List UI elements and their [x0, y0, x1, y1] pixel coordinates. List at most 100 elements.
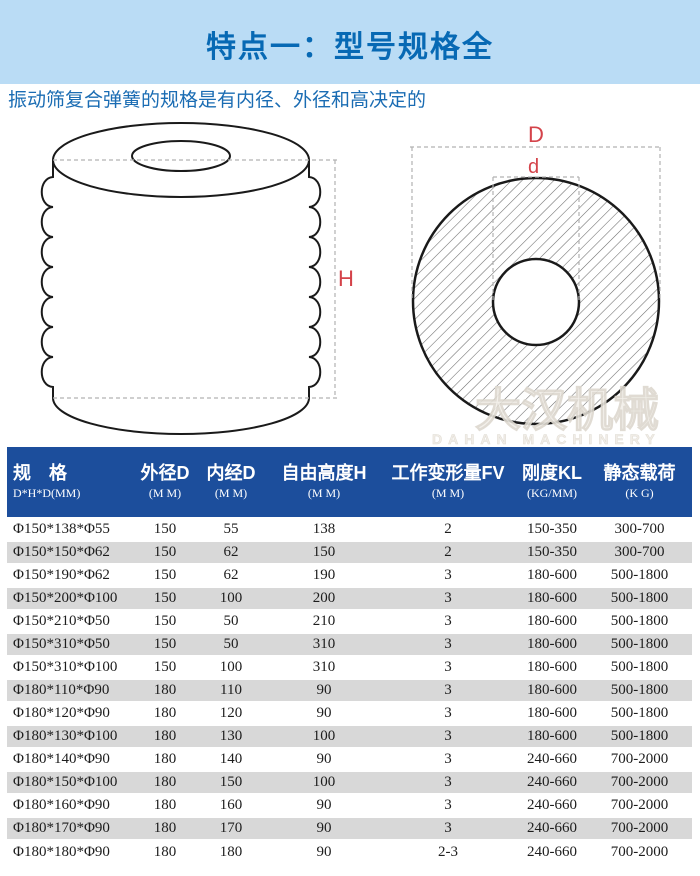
table-cell: 180: [193, 839, 269, 863]
table-cell: 700-2000: [587, 747, 692, 771]
table-cell: 200: [269, 586, 379, 610]
column-header-6: 静态载荷 (K G): [587, 447, 692, 518]
table-cell: 500-1800: [587, 678, 692, 702]
table-cell: 180-600: [517, 701, 587, 725]
table-cell: 3: [379, 586, 517, 610]
table-cell: 2: [379, 540, 517, 564]
table-cell: 500-1800: [587, 701, 692, 725]
table-cell: 100: [193, 655, 269, 679]
table-cell: 130: [193, 724, 269, 748]
table-cell: 100: [269, 724, 379, 748]
table-cell: 500-1800: [587, 632, 692, 656]
column-unit: (M M): [148, 486, 182, 501]
banner-title: 特点一：型号规格全: [206, 31, 494, 64]
table-cell: Φ180*130*Φ100: [7, 724, 137, 748]
column-unit: (M M): [214, 486, 248, 501]
table-row: Φ150*310*Φ50 150 50 310 3 180-600 500-1800: [7, 632, 692, 656]
column-label: 刚度KL: [522, 462, 582, 483]
table-cell: 90: [269, 816, 379, 840]
table-cell: 500-1800: [587, 586, 692, 610]
table-cell: 2-3: [379, 839, 517, 863]
table-cell: 300-700: [587, 540, 692, 564]
table-cell: Φ150*200*Φ100: [7, 586, 137, 610]
table-row: Φ180*130*Φ100 180 130 100 3 180-600 500-1800: [7, 724, 692, 748]
table-cell: 180-600: [517, 609, 587, 633]
table-cell: 150: [137, 632, 193, 656]
table-cell: 100: [269, 770, 379, 794]
table-cell: 240-660: [517, 770, 587, 794]
table-cell: 90: [269, 839, 379, 863]
table-row: Φ150*210*Φ50 150 50 210 3 180-600 500-1800: [7, 609, 692, 633]
table-cell: 160: [193, 793, 269, 817]
table-cell: 55: [193, 517, 269, 541]
column-header-5: 刚度KL (KG/MM): [517, 447, 587, 518]
table-row: Φ150*200*Φ100 150 100 200 3 180-600 500-1800: [7, 586, 692, 610]
table-cell: 700-2000: [587, 793, 692, 817]
table-cell: 500-1800: [587, 655, 692, 679]
column-label: 工作变形量FV: [391, 462, 505, 483]
table-cell: Φ180*150*Φ100: [7, 770, 137, 794]
height-dimension-label: H: [338, 266, 354, 291]
table-cell: 170: [193, 816, 269, 840]
column-unit: D*H*D(MM): [13, 486, 81, 501]
table-cell: 700-2000: [587, 770, 692, 794]
table-cell: 50: [193, 632, 269, 656]
table-cell: 180-600: [517, 724, 587, 748]
table-cell: 3: [379, 609, 517, 633]
table-cell: 90: [269, 701, 379, 725]
watermark-cn: 大汉机械: [475, 384, 659, 436]
table-cell: 700-2000: [587, 816, 692, 840]
feature-banner: 特点一：型号规格全: [0, 0, 700, 84]
table-cell: 150: [193, 770, 269, 794]
table-cell: 3: [379, 816, 517, 840]
column-header-3: 自由高度H (M M): [269, 447, 379, 518]
outer-diameter-label: D: [528, 122, 544, 147]
table-cell: 180: [137, 839, 193, 863]
table-cell: 240-660: [517, 816, 587, 840]
table-cell: Φ150*138*Φ55: [7, 517, 137, 541]
column-label: 外径D: [140, 462, 190, 483]
spec-table-header: 规 格 D*H*D(MM) 外径D (M M) 内经D (M M) 自由高度H (M M) 工作…: [7, 447, 692, 518]
column-header-1: 外径D (M M): [137, 447, 193, 518]
table-cell: 3: [379, 563, 517, 587]
table-cell: 150-350: [517, 540, 587, 564]
table-cell: 500-1800: [587, 609, 692, 633]
column-unit: (M M): [307, 486, 341, 501]
table-cell: 62: [193, 540, 269, 564]
table-cell: 500-1800: [587, 563, 692, 587]
table-cell: Φ180*180*Φ90: [7, 839, 137, 863]
table-cell: Φ150*190*Φ62: [7, 563, 137, 587]
table-cell: 180-600: [517, 632, 587, 656]
table-row: Φ180*180*Φ90 180 180 90 2-3 240-660 700-2000: [7, 839, 692, 863]
inner-diameter-label: d: [528, 156, 539, 178]
table-row: Φ150*150*Φ62 150 62 150 2 150-350 300-700: [7, 540, 692, 564]
table-cell: 180: [137, 816, 193, 840]
spring-side-view-diagram: H: [40, 122, 354, 435]
spec-table: 规 格 D*H*D(MM) 外径D (M M) 内经D (M M) 自由高度H (M M) 工作…: [7, 447, 692, 863]
table-cell: 110: [193, 678, 269, 702]
table-cell: 3: [379, 678, 517, 702]
table-cell: 190: [269, 563, 379, 587]
table-cell: 180-600: [517, 678, 587, 702]
table-cell: 140: [193, 747, 269, 771]
table-cell: Φ150*210*Φ50: [7, 609, 137, 633]
watermark-en: DAHAN MACHINERY: [432, 431, 661, 447]
table-row: Φ150*310*Φ100 150 100 310 3 180-600 500-1800: [7, 655, 692, 679]
column-unit: (K G): [625, 486, 654, 501]
table-cell: 180: [137, 678, 193, 702]
spec-table-body: Φ150*138*Φ55 150 55 138 2 150-350 300-700 Φ150*…: [7, 517, 692, 863]
table-cell: 100: [193, 586, 269, 610]
table-cell: 310: [269, 655, 379, 679]
table-cell: 210: [269, 609, 379, 633]
table-cell: 180: [137, 793, 193, 817]
table-cell: 2: [379, 517, 517, 541]
table-cell: 3: [379, 724, 517, 748]
table-cell: 150: [137, 586, 193, 610]
diagram-area: H 大汉机械 DAHAN MACHINERY D d: [0, 120, 700, 450]
table-cell: 150: [137, 540, 193, 564]
table-cell: 150: [137, 563, 193, 587]
table-cell: Φ180*170*Φ90: [7, 816, 137, 840]
table-cell: 240-660: [517, 747, 587, 771]
column-header-0: 规 格 D*H*D(MM): [7, 447, 137, 518]
table-row: Φ180*110*Φ90 180 110 90 3 180-600 500-1800: [7, 678, 692, 702]
